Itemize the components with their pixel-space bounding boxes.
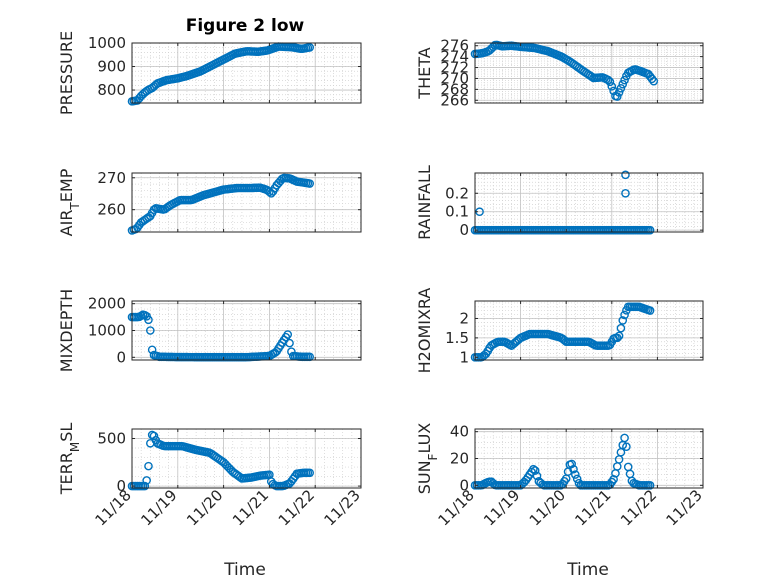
data-point <box>572 474 582 484</box>
y-tick-label: 274 <box>440 48 469 66</box>
y-tick-label: 1.5 <box>445 329 469 347</box>
data-point <box>609 474 618 484</box>
y-tick-label: 276 <box>440 37 469 55</box>
data-point <box>569 464 578 474</box>
data-point <box>645 306 655 315</box>
data-point <box>621 188 630 198</box>
y-tick-label: 40 <box>450 423 469 441</box>
y-tick-label: 260 <box>97 201 126 219</box>
data-point <box>149 431 159 441</box>
y-tick-label: 0 <box>116 477 126 495</box>
data-point <box>618 79 628 89</box>
y-tick-label: 1000 <box>88 34 126 52</box>
data-point <box>614 88 624 97</box>
data-point <box>144 461 153 471</box>
data-point <box>645 481 655 490</box>
y-tick-label: 0 <box>459 476 469 494</box>
y-axis-label: MIXDEPTH <box>57 289 76 372</box>
data-point <box>603 75 613 85</box>
y-axis-label: THETA <box>415 47 434 99</box>
data-point <box>567 459 576 469</box>
data-point <box>305 468 315 478</box>
x-axis-label-right: Time <box>566 560 609 580</box>
y-axis-label: AIRTEMP <box>57 168 82 236</box>
x-axis-label-left: Time <box>223 560 266 580</box>
y-tick-label: 0 <box>116 348 126 366</box>
data-point <box>529 464 538 474</box>
y-axis-label: H2OMIXRA <box>415 288 434 374</box>
y-tick-label: 2 <box>459 309 469 327</box>
data-point <box>305 179 315 188</box>
data-point <box>605 77 615 87</box>
data-point <box>285 338 294 348</box>
axes-box <box>474 42 704 104</box>
subplot-6: 11.5 2 H2OMIXRA <box>415 288 704 374</box>
data-point <box>614 331 624 341</box>
y-axis-label: TERRMSL <box>57 423 82 496</box>
y-tick-label: 800 <box>97 81 126 99</box>
axes-box <box>474 300 704 361</box>
y-tick-label: 500 <box>97 430 126 448</box>
data-point <box>142 476 151 485</box>
y-tick-label: 268 <box>440 80 469 98</box>
data-point <box>622 442 631 452</box>
data-point <box>620 75 629 85</box>
axes-box <box>474 172 704 233</box>
y-tick-label: 0 <box>459 221 469 239</box>
data-point <box>612 92 622 101</box>
subplot-5: 0 1000 2000 MIXDEPTH <box>57 289 362 372</box>
y-axis-label: RAINFALL <box>415 165 434 240</box>
data-point <box>612 333 622 343</box>
data-point <box>621 170 630 180</box>
y-tick-label: 1000 <box>88 322 126 340</box>
data-point <box>140 481 150 491</box>
data-point <box>647 74 657 84</box>
y-tick-label: 20 <box>450 450 469 468</box>
y-tick-label: 272 <box>440 59 469 77</box>
axes-box <box>131 42 362 104</box>
axes-box <box>131 172 362 233</box>
data-point <box>283 330 293 339</box>
subplot-1: 800 900 1000 PRESSURE <box>57 31 362 115</box>
data-point <box>645 225 655 235</box>
data-point <box>620 310 629 320</box>
y-axis-label: PRESSURE <box>57 31 76 115</box>
y-axis-label: SUNFLUX <box>415 423 440 495</box>
axes-box <box>131 428 362 489</box>
data-point <box>146 326 155 335</box>
data-point <box>305 43 315 52</box>
y-tick-label: 270 <box>440 69 469 87</box>
data-point <box>530 466 540 475</box>
data-point <box>607 82 617 91</box>
y-tick-label: 0.2 <box>445 184 469 202</box>
y-tick-label: 2000 <box>88 295 126 313</box>
data-point <box>620 433 629 443</box>
y-tick-label: 900 <box>97 58 126 76</box>
data-point <box>616 323 626 333</box>
data-point <box>649 76 659 86</box>
data-point <box>532 471 542 481</box>
data-point <box>618 316 628 325</box>
y-tick-label: 266 <box>440 91 469 109</box>
data-point <box>571 470 580 479</box>
subplot-4: 00.10.2 RAINFALL <box>415 165 704 240</box>
y-tick-label: 270 <box>97 169 126 187</box>
figure-title: Figure 2 low <box>186 16 305 36</box>
subplot-3: 260 270 AIRTEMP <box>57 168 362 236</box>
data-point <box>144 315 153 325</box>
y-tick-label: 0.1 <box>445 203 469 221</box>
y-tick-label: 1 <box>459 348 469 366</box>
data-point <box>616 83 626 93</box>
